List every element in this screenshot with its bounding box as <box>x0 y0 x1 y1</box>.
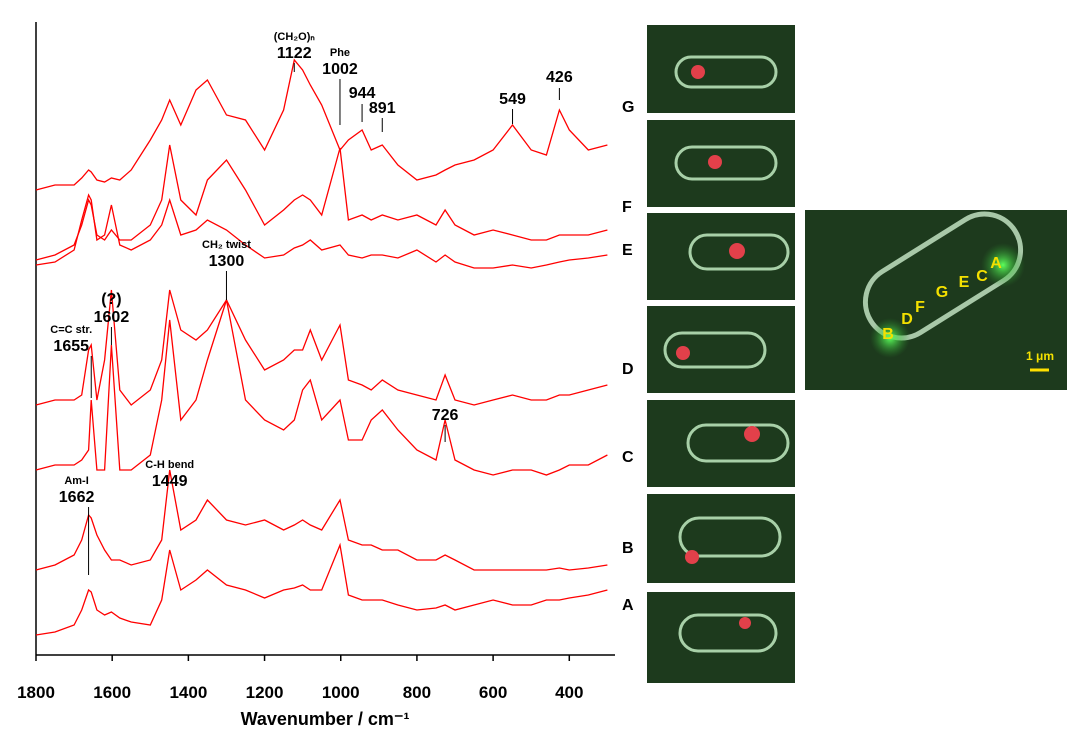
annotation-note: (?) <box>101 291 121 308</box>
series-label: D <box>622 361 634 378</box>
annotation-note: Am-I <box>64 475 88 487</box>
x-tick-label: 600 <box>479 683 507 702</box>
annotation-value: 726 <box>432 407 459 424</box>
spectrum-line <box>35 193 608 269</box>
x-tick-label: 1000 <box>322 683 360 702</box>
image-label: B <box>882 326 894 343</box>
annotation-note: Phe <box>330 47 350 59</box>
x-tick-label: 1800 <box>17 683 55 702</box>
x-tick-label: 1200 <box>246 683 284 702</box>
series-label: C <box>622 449 634 466</box>
series-label: B <box>622 540 634 557</box>
image-label: F <box>915 299 925 316</box>
cell-image <box>647 120 795 207</box>
series-label: E <box>622 242 633 259</box>
spectrum-line <box>35 58 608 191</box>
image-label: G <box>936 284 948 301</box>
spectrum-line <box>35 299 608 476</box>
cell-image <box>647 494 795 583</box>
cell-images <box>647 25 1067 683</box>
x-tick-label: 800 <box>403 683 431 702</box>
image-label: A <box>990 255 1002 272</box>
spectrum-line <box>35 542 608 636</box>
annotation-value: 1602 <box>94 309 130 326</box>
annotation-note: C-H bend <box>145 459 194 471</box>
x-tick-label: 400 <box>555 683 583 702</box>
series-label: A <box>622 597 634 614</box>
annotation-value: 549 <box>499 91 526 108</box>
annotation-value: 1449 <box>152 473 188 490</box>
annotation-value: 1655 <box>53 338 89 355</box>
annotation-note: (CH₂O)ₙ <box>274 31 316 43</box>
annotation-value: 944 <box>349 85 376 102</box>
spectrum-line <box>35 144 608 261</box>
series-label: F <box>622 199 632 216</box>
cell-image <box>647 592 795 683</box>
annotation-value: 891 <box>369 100 396 117</box>
annotation-value: 426 <box>546 69 573 86</box>
annotation-note: CH₂ twist <box>202 239 251 251</box>
annotation-value: 1122 <box>277 45 312 62</box>
cell-image-large <box>805 210 1067 390</box>
x-tick-label: 1600 <box>93 683 131 702</box>
image-label: E <box>959 274 970 291</box>
cell-image <box>647 25 795 113</box>
x-axis-label: Wavenumber / cm⁻¹ <box>241 709 410 729</box>
annotation-note: C=C str. <box>50 324 92 336</box>
image-label: D <box>901 311 913 328</box>
cell-image <box>647 400 795 487</box>
series-label: G <box>622 99 634 116</box>
x-tick-label: 1400 <box>169 683 207 702</box>
scale-label: 1 μm <box>1026 349 1054 363</box>
annotation-value: 1300 <box>209 253 245 270</box>
annotation-value: 1002 <box>322 61 358 78</box>
spectrum-line <box>35 469 608 571</box>
cell-image <box>647 306 795 393</box>
spectrum-line <box>35 289 608 406</box>
cell-image <box>647 213 795 300</box>
image-label: C <box>976 268 988 285</box>
annotation-value: 1662 <box>59 489 95 506</box>
